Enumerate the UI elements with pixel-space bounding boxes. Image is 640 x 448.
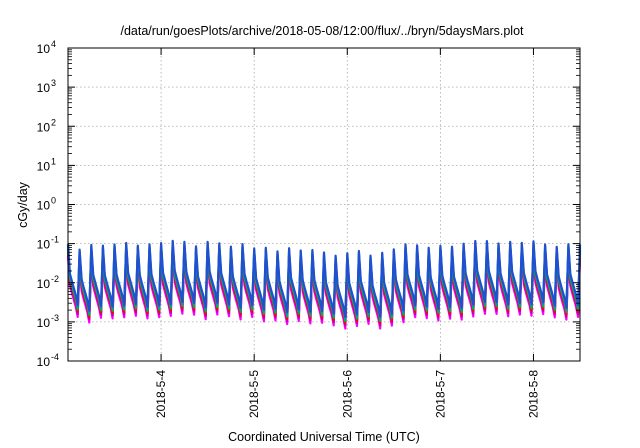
y-tick-label: 10 — [37, 42, 51, 56]
axis-ticks — [68, 47, 580, 362]
series-line — [66, 239, 582, 318]
y-tick-label-exponent: 2 — [51, 117, 56, 127]
x-tick-label: 2018-5-4 — [154, 370, 168, 418]
y-tick-label: 10 — [37, 199, 51, 213]
y-tick-label-exponent: -3 — [51, 313, 59, 323]
y-tick-label-exponent: -1 — [51, 235, 59, 245]
y-tick-label-exponent: 0 — [51, 196, 56, 206]
y-tick-label: 10 — [37, 81, 51, 95]
y-tick-label: 10 — [37, 355, 51, 369]
y-tick-label-exponent: 3 — [51, 78, 56, 88]
y-tick-label: 10 — [37, 159, 51, 173]
y-tick-label-exponent: 1 — [51, 156, 56, 166]
y-tick-label-exponent: -4 — [51, 352, 59, 362]
x-tick-label: 2018-5-8 — [526, 370, 540, 418]
y-tick-label: 10 — [37, 277, 51, 291]
y-tick-label-exponent: -2 — [51, 274, 59, 284]
chart-title: /data/run/goesPlots/archive/2018-05-08/1… — [120, 24, 524, 38]
x-tick-labels: 2018-5-4 2018-5-5 2018-5-6 2018-5-7 2018-5-8 — [154, 370, 540, 418]
y-tick-label: 10 — [37, 238, 51, 252]
y-axis-title: cGy/day — [16, 181, 30, 228]
grid-lines — [68, 48, 580, 361]
y-tick-label: 10 — [37, 120, 51, 134]
y-tick-label: 10 — [37, 316, 51, 330]
y-tick-label-exponent: 4 — [51, 39, 56, 49]
x-tick-label: 2018-5-5 — [247, 370, 261, 418]
series-group — [66, 239, 582, 330]
x-tick-label: 2018-5-6 — [340, 370, 354, 418]
x-tick-label: 2018-5-7 — [433, 370, 447, 418]
x-axis-title: Coordinated Universal Time (UTC) — [228, 430, 420, 444]
